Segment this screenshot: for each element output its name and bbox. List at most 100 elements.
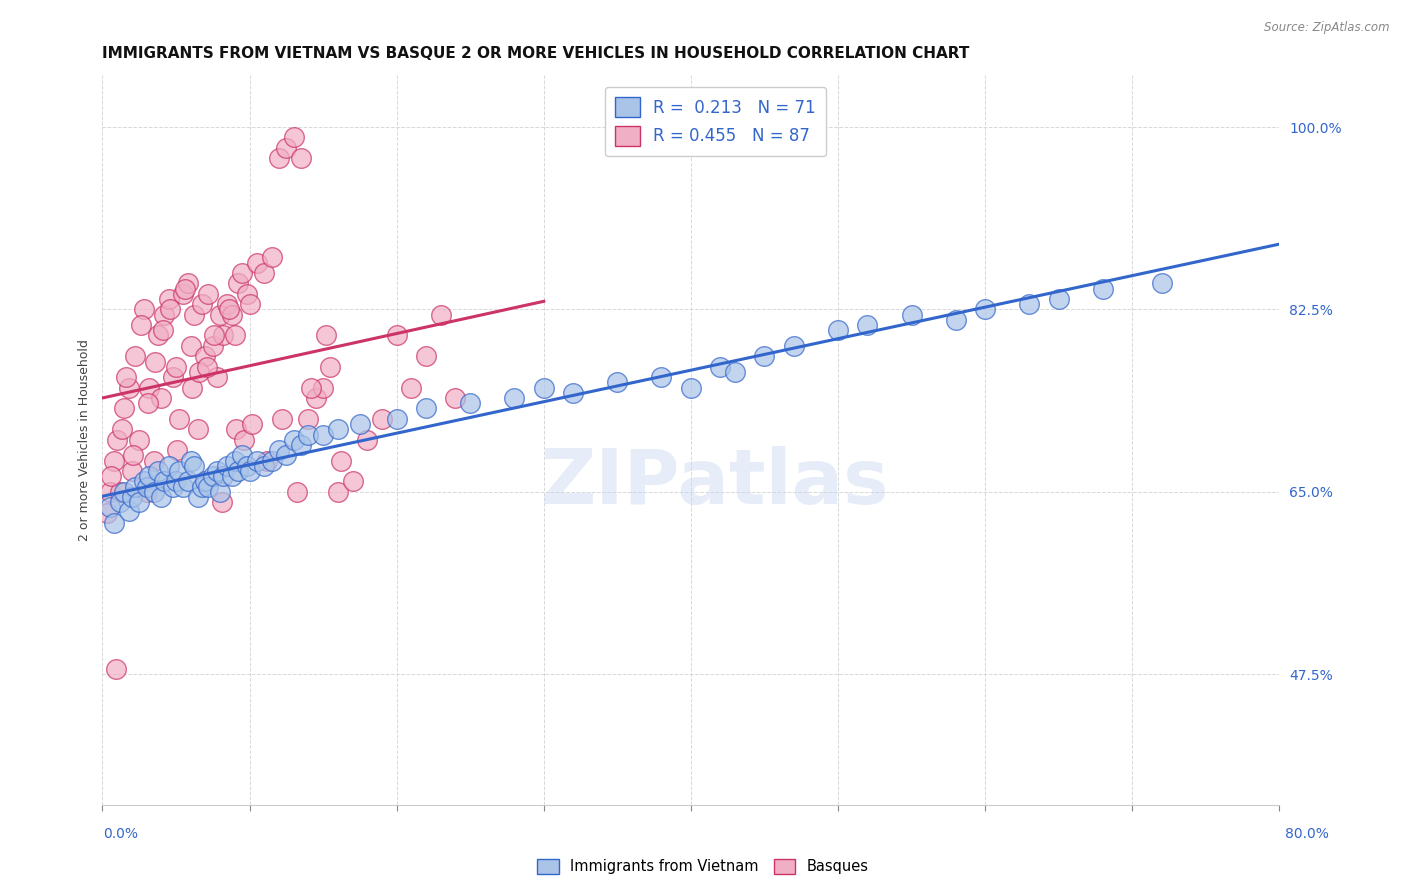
Point xyxy=(285,484,308,499)
Point xyxy=(371,412,394,426)
Point xyxy=(142,453,165,467)
Point xyxy=(606,376,628,390)
Point xyxy=(267,443,290,458)
Point xyxy=(276,141,298,155)
Point xyxy=(153,308,176,322)
Point xyxy=(108,495,131,509)
Point xyxy=(108,484,131,499)
Point xyxy=(754,349,776,363)
Point xyxy=(150,490,173,504)
Point xyxy=(191,480,214,494)
Point xyxy=(159,302,181,317)
Point xyxy=(724,365,747,379)
Point xyxy=(167,412,190,426)
Point xyxy=(315,328,337,343)
Point xyxy=(235,286,257,301)
Point xyxy=(224,328,246,343)
Point xyxy=(181,381,204,395)
Point xyxy=(312,427,335,442)
Point xyxy=(218,302,240,317)
Point xyxy=(105,433,128,447)
Text: ZIPatlas: ZIPatlas xyxy=(540,447,889,521)
Point xyxy=(104,662,127,676)
Point xyxy=(312,381,335,395)
Point xyxy=(217,458,239,473)
Point xyxy=(121,464,143,478)
Point xyxy=(253,458,276,473)
Point xyxy=(221,469,243,483)
Point xyxy=(166,443,188,458)
Point xyxy=(283,433,305,447)
Point xyxy=(197,480,219,494)
Point xyxy=(100,469,122,483)
Point xyxy=(238,297,260,311)
Point xyxy=(297,412,319,426)
Point xyxy=(1150,277,1173,291)
Point xyxy=(270,412,292,426)
Point xyxy=(173,282,195,296)
Point xyxy=(201,339,224,353)
Point xyxy=(177,475,200,489)
Point xyxy=(138,469,160,483)
Point xyxy=(128,433,150,447)
Point xyxy=(128,495,150,509)
Point xyxy=(238,464,260,478)
Point xyxy=(180,453,202,467)
Point xyxy=(177,277,200,291)
Point xyxy=(225,422,247,436)
Point xyxy=(142,484,165,499)
Point xyxy=(187,490,209,504)
Point xyxy=(260,250,283,264)
Point xyxy=(974,302,997,317)
Point xyxy=(415,349,437,363)
Point xyxy=(562,385,585,400)
Point xyxy=(430,308,453,322)
Point xyxy=(114,401,136,416)
Point xyxy=(231,266,253,280)
Point xyxy=(221,308,243,322)
Point xyxy=(224,453,246,467)
Point xyxy=(267,151,290,165)
Point xyxy=(165,475,187,489)
Point xyxy=(231,448,253,462)
Point xyxy=(165,359,187,374)
Point xyxy=(162,480,184,494)
Point xyxy=(162,370,184,384)
Point xyxy=(246,255,269,269)
Point xyxy=(135,484,157,499)
Point xyxy=(326,484,349,499)
Point xyxy=(187,422,209,436)
Point xyxy=(114,484,136,499)
Point xyxy=(305,391,328,405)
Point xyxy=(205,370,228,384)
Point xyxy=(118,381,141,395)
Point xyxy=(180,339,202,353)
Point xyxy=(157,458,180,473)
Point xyxy=(1018,297,1040,311)
Point xyxy=(153,475,176,489)
Point xyxy=(122,448,145,462)
Point xyxy=(212,328,235,343)
Point xyxy=(253,266,276,280)
Point xyxy=(205,464,228,478)
Point xyxy=(217,297,239,311)
Point xyxy=(900,308,922,322)
Point xyxy=(827,323,849,337)
Point xyxy=(132,475,155,489)
Point xyxy=(326,422,349,436)
Point xyxy=(201,469,224,483)
Point xyxy=(415,401,437,416)
Point xyxy=(194,349,217,363)
Point xyxy=(297,427,319,442)
Point xyxy=(124,480,146,494)
Point xyxy=(212,469,235,483)
Text: 80.0%: 80.0% xyxy=(1285,827,1329,841)
Point xyxy=(150,391,173,405)
Point xyxy=(856,318,879,332)
Point xyxy=(124,349,146,363)
Point xyxy=(356,433,378,447)
Point xyxy=(385,412,408,426)
Point xyxy=(679,381,702,395)
Point xyxy=(290,438,312,452)
Point xyxy=(157,292,180,306)
